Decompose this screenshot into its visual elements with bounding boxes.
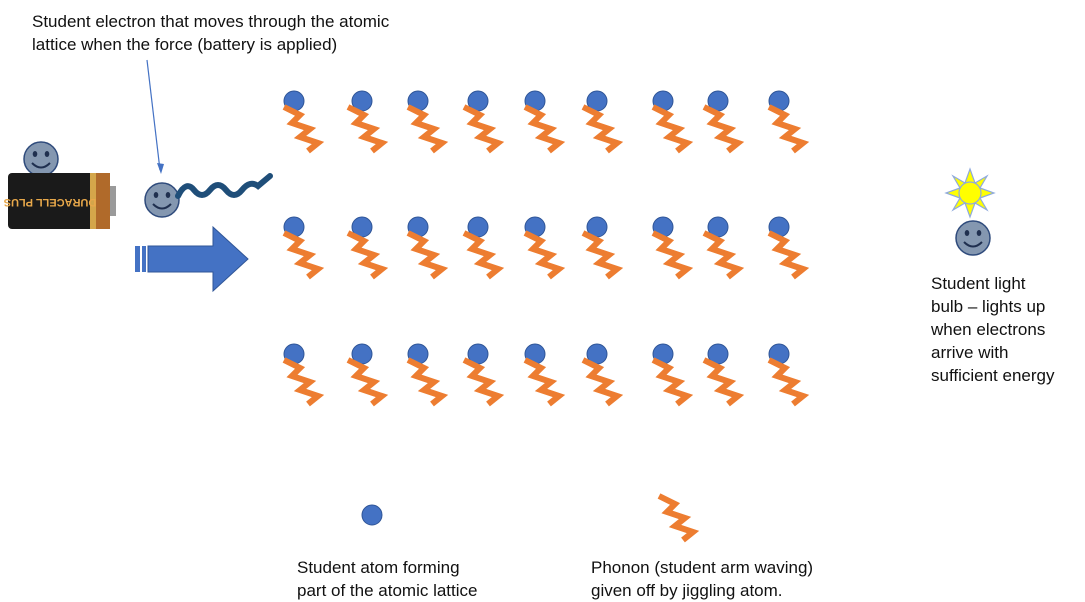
phonon-wave — [408, 233, 442, 277]
phonon-wave — [769, 360, 803, 404]
phonon-wave — [704, 233, 738, 277]
pointer-line — [146, 59, 161, 171]
phonon-wave — [284, 233, 318, 277]
battery-group: DURACELL PLUS — [4, 141, 116, 229]
phonon-wave — [769, 107, 803, 151]
phonon-wave — [525, 233, 559, 277]
phonon-wave — [284, 107, 318, 151]
sun-icon — [944, 167, 996, 219]
phonon-wave — [284, 360, 318, 404]
caption-line: when electrons — [931, 320, 1046, 339]
light-bulb-caption: Student light bulb – lights up when elec… — [931, 272, 1054, 387]
phonon-wave — [408, 360, 442, 404]
phonon-legend-caption: Phonon (student arm waving) given off by… — [591, 556, 813, 602]
phonon-wave — [769, 233, 803, 277]
phonon-wave — [464, 107, 498, 151]
legend-phonon-icon — [659, 496, 693, 540]
caption-line: bulb – lights up — [931, 297, 1046, 316]
battery-label: DURACELL PLUS — [4, 196, 97, 208]
smiley-face-icon — [955, 220, 991, 256]
battery-icon: DURACELL PLUS — [4, 173, 116, 229]
atomic-lattice — [284, 90, 803, 404]
phonon-wave — [704, 360, 738, 404]
smiley-face-icon — [23, 141, 59, 177]
phonon-wave — [704, 107, 738, 151]
caption-line: Student atom forming — [297, 558, 460, 577]
phonon-wave — [583, 107, 617, 151]
smiley-face-icon — [144, 182, 180, 218]
caption-line: sufficient energy — [931, 366, 1055, 385]
wave-icon — [175, 173, 273, 199]
light-bulb-group — [944, 167, 996, 256]
phonon-wave — [464, 360, 498, 404]
phonon-wave — [348, 360, 382, 404]
caption-line: arrive with — [931, 343, 1009, 362]
phonon-wave — [348, 233, 382, 277]
electron-caption: Student electron that moves through the … — [32, 10, 389, 56]
phonon-wave — [525, 107, 559, 151]
caption-line: given off by jiggling atom. — [591, 581, 783, 600]
phonon-wave — [464, 233, 498, 277]
caption-line: Student light — [931, 274, 1026, 293]
caption-line: lattice when the force (battery is appli… — [32, 35, 338, 54]
pointer-arrowhead — [157, 163, 164, 174]
phonon-wave — [525, 360, 559, 404]
caption-line: Phonon (student arm waving) — [591, 558, 814, 577]
phonon-wave — [653, 107, 687, 151]
phonon-wave — [348, 107, 382, 151]
right-arrow-icon — [135, 225, 249, 293]
phonon-wave — [408, 107, 442, 151]
caption-line: part of the atomic lattice — [297, 581, 478, 600]
phonon-wave — [583, 360, 617, 404]
atom-legend-caption: Student atom forming part of the atomic … — [297, 556, 477, 602]
phonon-wave — [653, 360, 687, 404]
caption-line: Student electron that moves through the … — [32, 12, 390, 31]
legend-atom-icon — [361, 504, 383, 526]
phonon-wave — [653, 233, 687, 277]
phonon-wave — [583, 233, 617, 277]
